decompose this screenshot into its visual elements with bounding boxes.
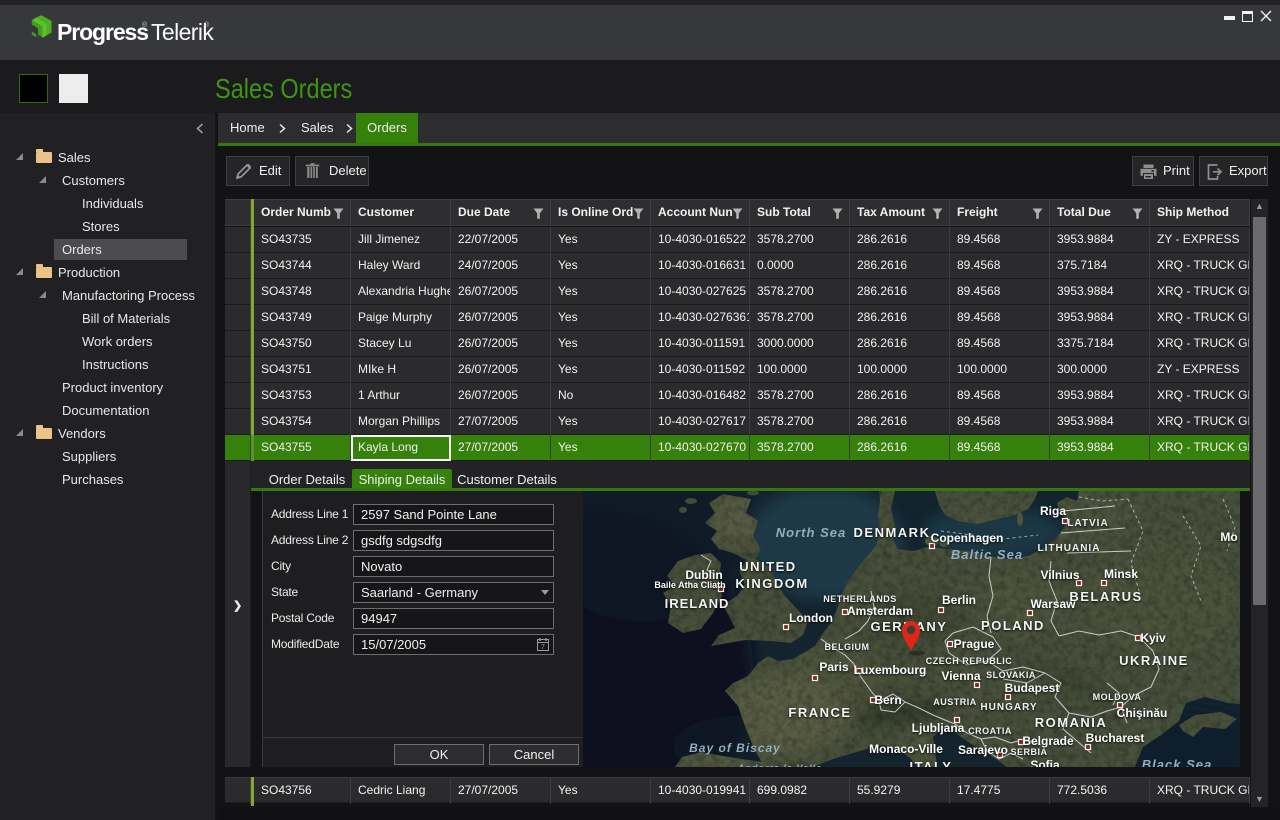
svg-text:Warsaw: Warsaw xyxy=(1031,597,1077,611)
svg-text:Minsk: Minsk xyxy=(1104,567,1138,581)
svg-text:AUSTRIA: AUSTRIA xyxy=(933,697,977,707)
svg-text:UKRAINE: UKRAINE xyxy=(1119,653,1189,668)
svg-text:Bern: Bern xyxy=(874,693,901,707)
svg-text:IRELAND: IRELAND xyxy=(665,596,730,611)
svg-text:North Sea: North Sea xyxy=(776,525,846,540)
svg-text:ROMANIA: ROMANIA xyxy=(1035,715,1108,730)
svg-text:Vienna: Vienna xyxy=(941,669,980,683)
svg-text:FRANCE: FRANCE xyxy=(788,705,851,720)
svg-text:ITALY: ITALY xyxy=(910,759,953,767)
svg-text:Ljubljana: Ljubljana xyxy=(912,721,965,735)
svg-text:Paris: Paris xyxy=(819,660,849,674)
svg-text:Black Sea: Black Sea xyxy=(1142,757,1212,767)
svg-text:KINGDOM: KINGDOM xyxy=(735,576,808,591)
svg-text:7: 7 xyxy=(541,644,545,651)
svg-text:London: London xyxy=(789,611,833,625)
svg-text:Dublin: Dublin xyxy=(685,568,722,582)
svg-text:Vilnius: Vilnius xyxy=(1040,568,1079,582)
svg-text:Chişinău: Chişinău xyxy=(1117,706,1168,720)
svg-text:Prague: Prague xyxy=(954,637,995,651)
svg-text:Bay of Biscay: Bay of Biscay xyxy=(689,741,781,755)
svg-text:MOLDOVA: MOLDOVA xyxy=(1093,692,1142,702)
svg-text:UNITED: UNITED xyxy=(739,559,796,574)
svg-text:SERBIA: SERBIA xyxy=(1010,747,1047,757)
svg-text:CZECH REPUBLIC: CZECH REPUBLIC xyxy=(926,656,1013,666)
svg-text:NETHERLANDS: NETHERLANDS xyxy=(823,594,897,604)
svg-text:Kyiv: Kyiv xyxy=(1140,631,1166,645)
svg-text:Baltic Sea: Baltic Sea xyxy=(951,547,1023,562)
svg-text:Andorra la Vella: Andorra la Vella xyxy=(737,763,822,767)
svg-text:Sofia: Sofia xyxy=(1030,758,1060,767)
svg-text:Budapest: Budapest xyxy=(1005,681,1060,695)
svg-text:Amsterdam: Amsterdam xyxy=(847,604,913,618)
svg-text:Sarajevo: Sarajevo xyxy=(958,743,1008,757)
svg-text:Monaco-Ville: Monaco-Ville xyxy=(869,742,943,756)
svg-text:Mo: Mo xyxy=(1220,530,1237,544)
svg-text:LITHUANIA: LITHUANIA xyxy=(1038,543,1101,554)
svg-text:Berlin: Berlin xyxy=(942,593,976,607)
svg-text:BELARUS: BELARUS xyxy=(1069,589,1142,604)
svg-text:Luxembourg: Luxembourg xyxy=(854,663,927,677)
svg-text:LATVIA: LATVIA xyxy=(1067,518,1108,529)
svg-text:BELGIUM: BELGIUM xyxy=(825,642,870,652)
svg-text:Riga: Riga xyxy=(1040,504,1066,518)
svg-text:DENMARK: DENMARK xyxy=(854,525,931,540)
svg-text:POLAND: POLAND xyxy=(981,618,1045,633)
svg-text:SLOVAKIA: SLOVAKIA xyxy=(986,670,1036,680)
svg-text:Copenhagen: Copenhagen xyxy=(931,531,1004,545)
svg-text:Belgrade: Belgrade xyxy=(1022,734,1074,748)
svg-text:HUNGARY: HUNGARY xyxy=(980,702,1037,713)
svg-text:Baile Atha Cliath: Baile Atha Cliath xyxy=(654,580,725,590)
svg-text:CROATIA: CROATIA xyxy=(968,726,1012,736)
svg-text:Bucharest: Bucharest xyxy=(1086,731,1145,745)
